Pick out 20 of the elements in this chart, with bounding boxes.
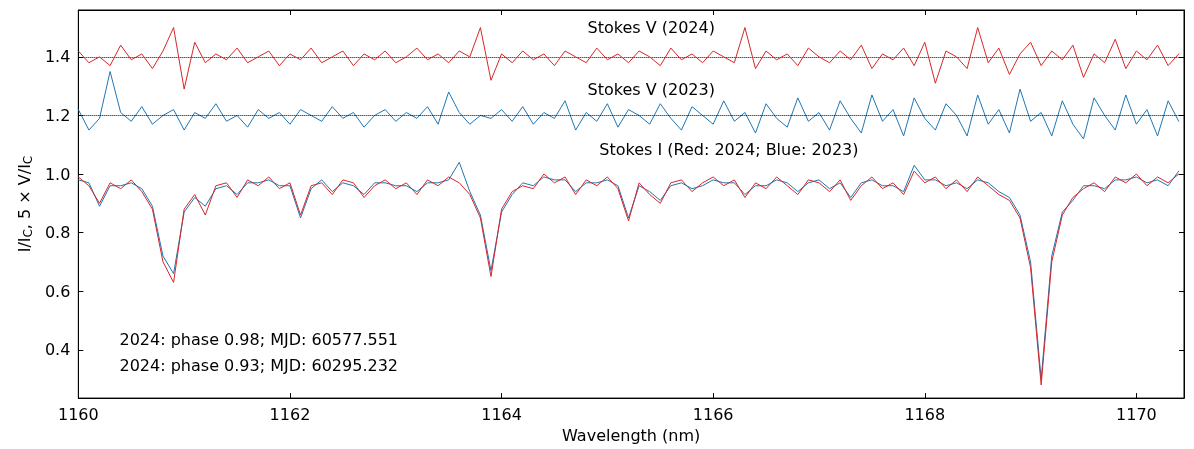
x-tick-label: 1166 <box>692 404 734 424</box>
annotation: Stokes I (Red: 2024; Blue: 2023) <box>599 139 859 159</box>
y-tick-label: 0.4 <box>44 340 71 360</box>
y-tick-label: 0.8 <box>44 223 71 243</box>
x-tick-label: 1162 <box>269 404 311 424</box>
annotation: Stokes V (2023) <box>587 79 715 99</box>
line-series <box>77 71 1180 140</box>
x-axis-title: Wavelength (nm) <box>562 425 701 445</box>
y-tick-label: 1.2 <box>44 105 71 125</box>
annotation: Stokes V (2024) <box>587 18 715 38</box>
y-tick-label: 1.4 <box>44 47 71 67</box>
y-tick-label: 1.0 <box>44 164 71 184</box>
y-tick-label: 0.6 <box>44 281 71 301</box>
annotation: 2024: phase 0.98; MJD: 60577.551 <box>119 329 399 349</box>
y-axis-title: I/IC, 5 × V/IC <box>14 155 35 253</box>
x-tick-label: 1164 <box>481 404 522 424</box>
x-tick-label: 1168 <box>904 404 946 424</box>
x-tick-label: 1170 <box>1116 404 1157 424</box>
annotation: 2024: phase 0.93; MJD: 60295.232 <box>119 356 399 375</box>
x-tick-label: 1160 <box>57 404 99 424</box>
